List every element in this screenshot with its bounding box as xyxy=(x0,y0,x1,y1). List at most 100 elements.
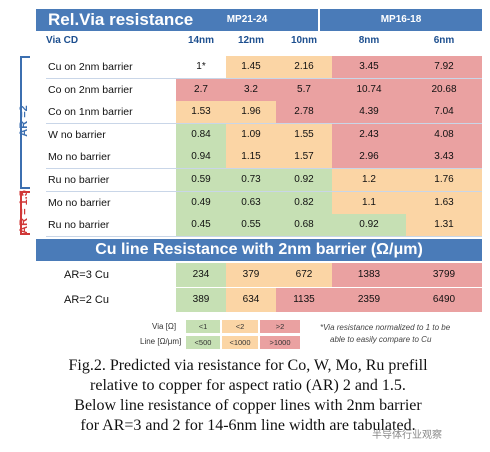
line-table-cell: 634 xyxy=(226,288,276,312)
row-divider xyxy=(46,145,482,147)
table-cell: 1.09 xyxy=(226,123,276,146)
table-cell: 1.55 xyxy=(276,123,332,146)
column-header: 6nm xyxy=(433,35,455,46)
table-cell: 10.74 xyxy=(332,78,406,101)
table-cell: 0.73 xyxy=(226,169,276,191)
header-divider xyxy=(318,9,320,31)
row-label: Ru no barrier xyxy=(46,169,176,191)
ar2-bracket xyxy=(20,56,30,189)
line-table-cell: 2359 xyxy=(332,288,406,312)
legend-line-red: >1000 xyxy=(260,336,300,349)
table-cell: 4.39 xyxy=(332,101,406,124)
legend-via-green: <1 xyxy=(186,320,220,333)
group-label-mp16-18: MP16-18 xyxy=(380,14,422,25)
table-header-band xyxy=(36,9,482,31)
table-cell: 1.15 xyxy=(226,146,276,169)
row-divider xyxy=(46,78,482,79)
table-cell: 1.57 xyxy=(276,146,332,169)
column-header: 8nm xyxy=(358,35,380,46)
ar15-label: AR = 1.5 xyxy=(18,190,30,234)
row-label: Cu on 2nm barrier xyxy=(46,56,176,78)
ar2-label: AR =2 xyxy=(18,105,30,137)
row-label: Mo no barrier xyxy=(46,146,176,169)
table-cell: 1.2 xyxy=(332,169,406,191)
table-cell: 1.63 xyxy=(406,191,482,214)
table-cell: 2.78 xyxy=(276,101,332,124)
table-cell: 0.92 xyxy=(276,169,332,191)
row-divider xyxy=(46,236,482,238)
line-table-cell: 379 xyxy=(226,263,276,287)
line-resistance-band xyxy=(36,239,482,261)
column-header: 14nm xyxy=(187,35,215,46)
line-row-label: AR=3 Cu xyxy=(64,269,109,281)
table-cell: 0.82 xyxy=(276,191,332,214)
table-cell: 0.68 xyxy=(276,214,332,237)
line-table-cell: 6490 xyxy=(406,288,482,312)
row-label: Co on 1nm barrier xyxy=(46,101,176,124)
line-table-cell: 672 xyxy=(276,263,332,287)
legend-note-line2: able to easily compare to Cu xyxy=(330,335,432,344)
row-label: Mo no barrier xyxy=(46,191,176,214)
caption-line-2: relative to copper for aspect ratio (AR)… xyxy=(90,377,406,394)
table-cell: 1.96 xyxy=(226,101,276,124)
table-cell: 2.16 xyxy=(276,56,332,78)
table-cell: 0.45 xyxy=(176,214,226,237)
row-divider xyxy=(46,213,482,215)
ar15-bracket xyxy=(20,191,30,235)
legend-via-orange: <2 xyxy=(222,320,258,333)
table-cell: 0.92 xyxy=(332,214,406,237)
column-header: 10nm xyxy=(290,35,318,46)
table-cell: 1* xyxy=(176,56,226,78)
table-cell: 1.45 xyxy=(226,56,276,78)
line-table-cell: 3799 xyxy=(406,263,482,287)
group-label-mp21-24: MP21-24 xyxy=(226,14,268,25)
caption-line-1: Fig.2. Predicted via resistance for Co, … xyxy=(68,357,428,374)
legend-line-green: <500 xyxy=(186,336,220,349)
legend-note-line1: *Via resistance normalized to 1 to be xyxy=(320,323,451,332)
table-cell: 7.04 xyxy=(406,101,482,124)
table-cell: 5.7 xyxy=(276,78,332,101)
table-cell: 0.49 xyxy=(176,191,226,214)
legend-via-label: Via [Ω] xyxy=(152,322,177,331)
table-cell: 7.92 xyxy=(406,56,482,78)
table-cell: 1.53 xyxy=(176,101,226,124)
table-cell: 2.43 xyxy=(332,123,406,146)
line-table-cell: 389 xyxy=(176,288,226,312)
line-resistance-title: Cu line Resistance with 2nm barrier (Ω/μ… xyxy=(95,241,423,258)
line-table-cell: 1383 xyxy=(332,263,406,287)
table-cell: 3.43 xyxy=(406,146,482,169)
line-row-label: AR=2 Cu xyxy=(64,294,109,306)
table-cell: 4.08 xyxy=(406,123,482,146)
legend-line-label: Line [Ω/μm] xyxy=(140,337,182,346)
line-table-cell: 1135 xyxy=(276,288,332,312)
legend-via-red: >2 xyxy=(260,320,300,333)
column-header: 12nm xyxy=(237,35,265,46)
row-label: Co on 2nm barrier xyxy=(46,78,176,101)
table-cell: 1.1 xyxy=(332,191,406,214)
table-cell: 0.59 xyxy=(176,169,226,191)
table-cell: 0.84 xyxy=(176,123,226,146)
row-divider xyxy=(46,168,482,170)
table-cell: 2.7 xyxy=(176,78,226,101)
row-label: Ru no barrier xyxy=(46,214,176,237)
table-cell: 1.76 xyxy=(406,169,482,191)
caption-line-4: for AR=3 and 2 for 14-6nm line width are… xyxy=(80,417,416,434)
table-cell: 0.55 xyxy=(226,214,276,237)
row-divider xyxy=(46,191,482,192)
row-divider xyxy=(46,100,482,102)
table-cell: 3.45 xyxy=(332,56,406,78)
table-cell: 1.31 xyxy=(406,214,482,237)
table-cell: 0.63 xyxy=(226,191,276,214)
legend-line-orange: <1000 xyxy=(222,336,258,349)
line-table-cell: 234 xyxy=(176,263,226,287)
caption-line-3: Below line resistance of copper lines wi… xyxy=(74,397,422,414)
via-cd-label: Via CD xyxy=(46,35,79,46)
table-cell: 0.94 xyxy=(176,146,226,169)
table-cell: 2.96 xyxy=(332,146,406,169)
table-cell: 20.68 xyxy=(406,78,482,101)
row-label: W no barrier xyxy=(46,123,176,146)
watermark: 半导体行业观察 xyxy=(372,430,442,441)
row-divider xyxy=(46,123,482,125)
table-title: Rel.Via resistance xyxy=(48,10,194,29)
table-cell: 3.2 xyxy=(226,78,276,101)
